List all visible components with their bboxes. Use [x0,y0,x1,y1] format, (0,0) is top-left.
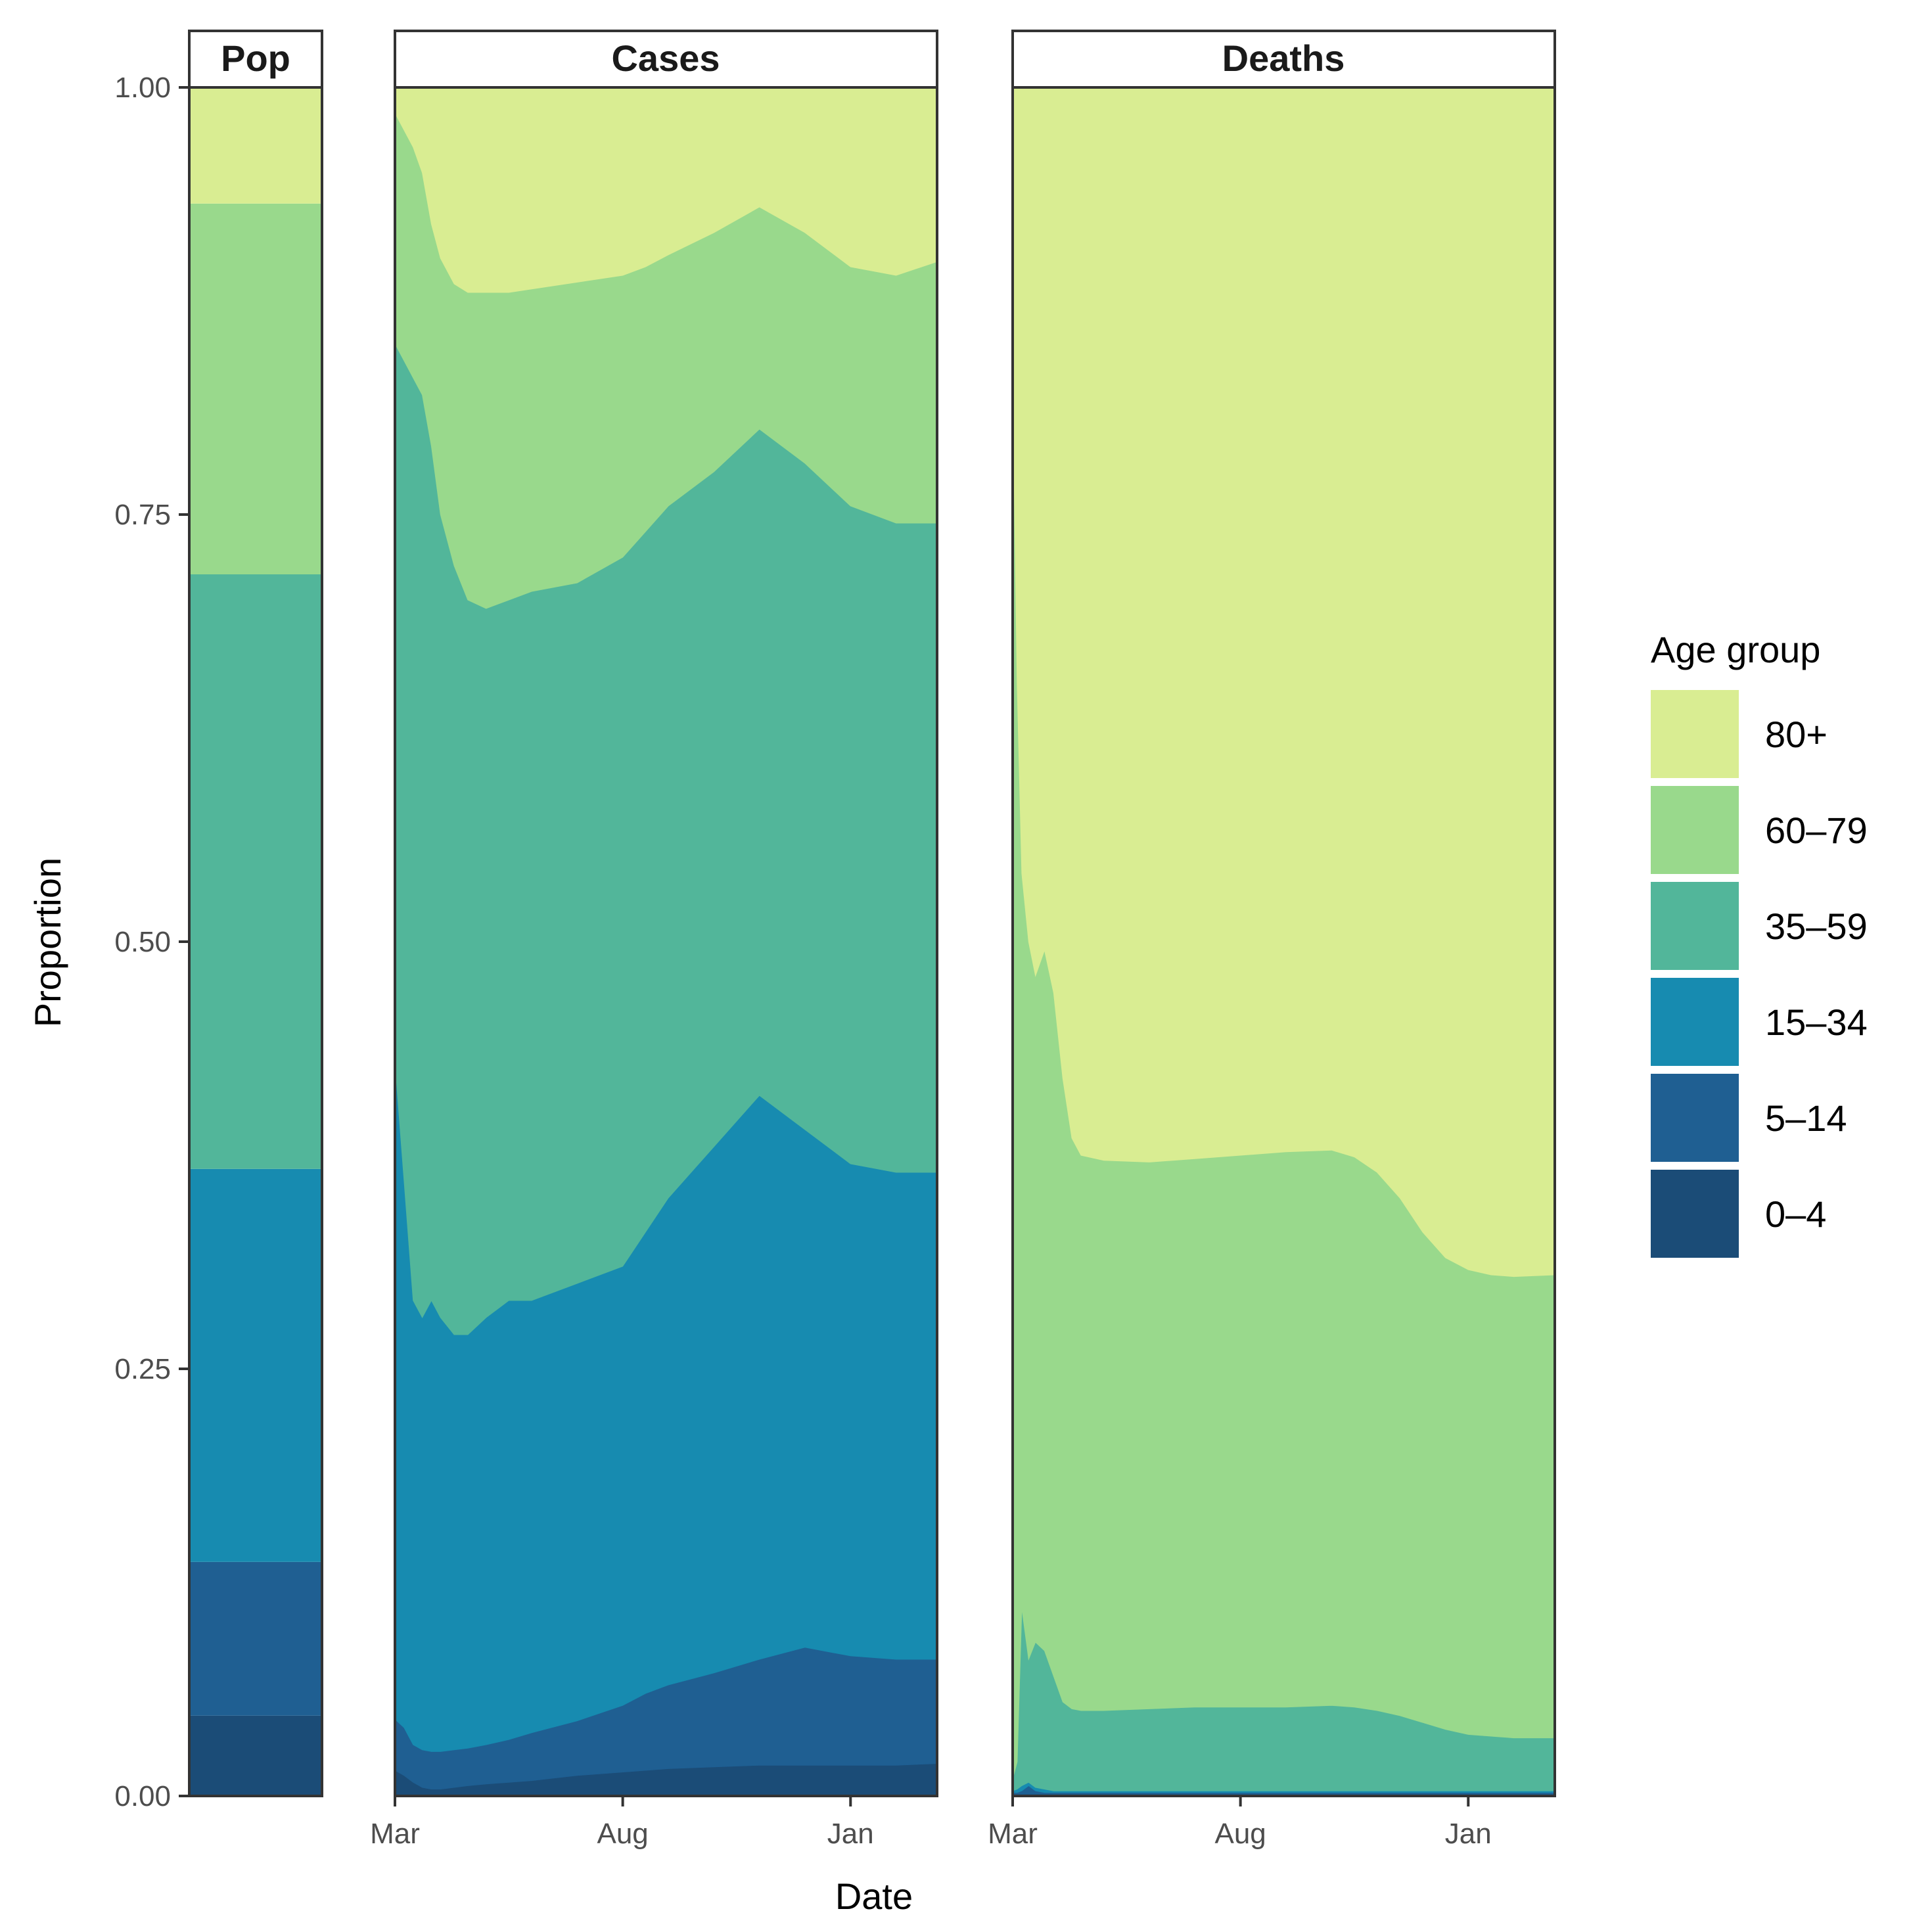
pop-bar-segment-60-79 [189,203,322,574]
pop-bar-segment-0-4 [189,1715,322,1796]
deaths-area-80plus [1012,87,1555,1277]
legend-key-60-79 [1651,786,1739,874]
pop-bar-segment-35-59 [189,574,322,1169]
legend-label-0-4: 0–4 [1765,1193,1826,1235]
strip-deaths-box [1011,30,1556,89]
cases-x-tick-label: Jan [827,1818,874,1850]
cases-x-tick-label: Mar [370,1818,420,1850]
legend-key-15-34 [1651,978,1739,1066]
x-axis-title: Date [835,1875,913,1917]
strip-label-cases: Cases [611,37,720,79]
pop-bar-segment-5-14 [189,1561,322,1716]
legend-label-5-14: 5–14 [1765,1097,1847,1139]
deaths-x-tick-label: Mar [988,1818,1038,1850]
y-tick-label: 0.50 [114,926,171,958]
x-axis-cases: Mar Aug Jan [370,1796,874,1850]
legend-key-80plus [1651,690,1739,778]
y-axis: 0.00 0.25 0.50 0.75 1.00 [114,72,191,1812]
y-tick-label: 0.75 [114,499,171,531]
y-tick-label: 0.25 [114,1353,171,1385]
legend: Age group 80+ 60–79 35–59 15–34 5–14 0–4 [1651,629,1868,1258]
legend-label-60-79: 60–79 [1765,810,1868,851]
strip-pop-box [188,30,323,89]
legend-key-5-14 [1651,1074,1739,1162]
legend-label-15-34: 15–34 [1765,1001,1868,1043]
panel-deaths [1011,86,1556,1797]
strip-label-deaths: Deaths [1222,37,1345,79]
cases-x-tick-label: Aug [597,1818,648,1850]
strip-cases-box [394,30,938,89]
pop-bar-segment-15-34 [189,1168,322,1562]
deaths-x-tick-label: Aug [1214,1818,1266,1850]
panel-cases [394,86,938,1797]
panel-pop [188,86,323,1797]
deaths-x-tick-label: Jan [1445,1818,1492,1850]
pop-bar-segment-80plus [189,87,322,204]
legend-key-0-4 [1651,1170,1739,1258]
strip-label-pop: Pop [221,37,290,79]
legend-key-35-59 [1651,882,1739,970]
x-axis-deaths: Mar Aug Jan [988,1796,1492,1850]
legend-title: Age group [1651,629,1820,670]
legend-label-80plus: 80+ [1765,714,1828,755]
y-tick-label: 1.00 [114,72,171,104]
y-tick-label: 0.00 [114,1780,171,1812]
legend-label-35-59: 35–59 [1765,906,1868,947]
y-axis-title: Proportion [27,858,68,1027]
